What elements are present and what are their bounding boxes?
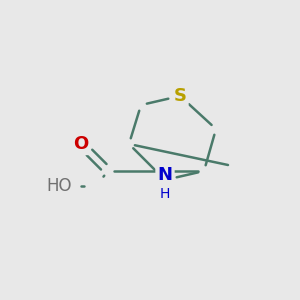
Text: S: S: [173, 87, 187, 105]
Text: O: O: [74, 135, 88, 153]
Text: H: H: [160, 187, 170, 200]
Text: N: N: [158, 167, 172, 184]
Text: HO: HO: [46, 177, 72, 195]
